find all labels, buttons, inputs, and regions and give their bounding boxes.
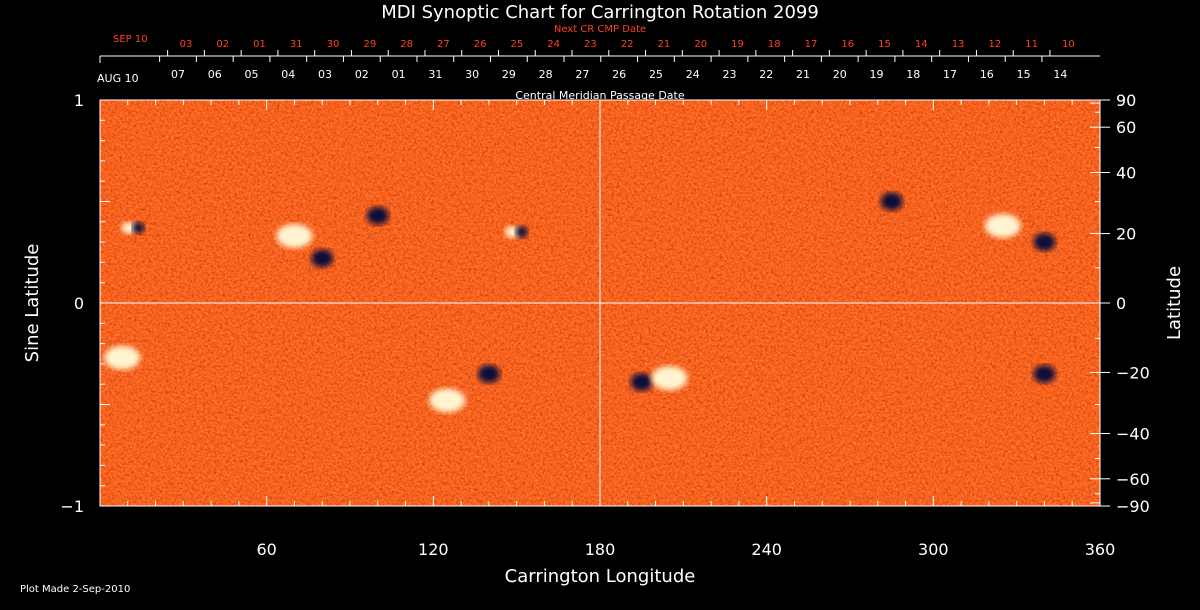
- next-cr-date-label: 11: [1025, 39, 1038, 50]
- cmp-axis-label: Central Meridian Passage Date: [515, 89, 684, 102]
- negative-region: [630, 373, 653, 392]
- next-cr-date-label: 23: [584, 39, 597, 50]
- x-axis-label: Carrington Longitude: [505, 566, 696, 587]
- right-tick-label: −20: [1116, 363, 1150, 382]
- negative-region: [366, 206, 389, 225]
- right-tick-label: 20: [1116, 225, 1136, 244]
- cmp-date-label: 18: [906, 68, 920, 81]
- cmp-date-label: 06: [208, 68, 222, 81]
- x-axis: 60 120 180 240 300 360: [127, 100, 1116, 559]
- next-cr-label: Next CR CMP Date: [554, 24, 646, 35]
- y-axis-right: 90 60 40 20 0 −20 −40 −60 −90: [1090, 91, 1150, 516]
- plot-made-footer: Plot Made 2-Sep-2010: [20, 584, 130, 595]
- next-cr-date-label: 20: [694, 39, 707, 50]
- x-tick-label: 60: [256, 540, 276, 559]
- right-tick-label: −60: [1116, 470, 1150, 489]
- cmp-date-label: 28: [539, 68, 553, 81]
- cmp-date-label: 05: [245, 68, 259, 81]
- next-cr-date-label: 26: [474, 39, 487, 50]
- y-tick-label: 1: [74, 91, 84, 110]
- cmp-date-label: 25: [649, 68, 663, 81]
- negative-region: [1033, 233, 1056, 252]
- cmp-date-label: 24: [686, 68, 700, 81]
- next-cr-date-label: 18: [768, 39, 781, 50]
- cmp-date-label: 31: [428, 68, 442, 81]
- cmp-date-label: 21: [796, 68, 810, 81]
- cmp-date-label: 19: [870, 68, 884, 81]
- right-tick-label: −90: [1116, 497, 1150, 516]
- negative-region: [132, 221, 145, 234]
- cmp-date-label: 15: [1017, 68, 1031, 81]
- cmp-date-label: 04: [281, 68, 295, 81]
- next-cr-date-label: 29: [363, 39, 376, 50]
- negative-region: [1033, 365, 1056, 384]
- right-tick-label: 60: [1116, 118, 1136, 137]
- y-axis-left: 1 0 −1: [60, 91, 110, 516]
- next-cr-date-label: 10: [1062, 39, 1075, 50]
- right-tick-label: 40: [1116, 164, 1136, 183]
- cmp-date-label: 17: [943, 68, 957, 81]
- positive-region: [984, 213, 1021, 238]
- x-tick-label: 300: [918, 540, 949, 559]
- next-cr-date-label: 28: [400, 39, 413, 50]
- cmp-date-label: 23: [722, 68, 736, 81]
- y-axis-left-label: Sine Latitude: [22, 244, 43, 363]
- next-cr-date-label: 21: [658, 39, 671, 50]
- cmp-date-label: 30: [465, 68, 479, 81]
- cmp-date-label: 20: [833, 68, 847, 81]
- y-tick-label: 0: [74, 294, 84, 313]
- positive-region: [651, 366, 688, 391]
- next-cr-date-label: 12: [988, 39, 1001, 50]
- cmp-date-label: 07: [171, 68, 185, 81]
- next-cr-date-label: 16: [841, 39, 854, 50]
- x-tick-label: 360: [1085, 540, 1116, 559]
- next-cr-date-label: 15: [878, 39, 891, 50]
- cmp-date-label: 02: [355, 68, 369, 81]
- y-axis-right-label: Latitude: [1164, 266, 1185, 340]
- positive-region: [104, 345, 141, 370]
- next-cr-date-axis: SEP 10 03 02 01 31 30 29 28 27 26 25 24 23 22 21 20 19 18…: [113, 34, 1075, 56]
- next-cr-date-label: 02: [216, 39, 229, 50]
- cmp-date-label: 16: [980, 68, 994, 81]
- right-tick-label: 0: [1116, 294, 1126, 313]
- cmp-date-label: 29: [502, 68, 516, 81]
- cmp-date-axis: AUG 10 07 06 05 04 03 02 01 31 30 29 28 27 26 25 24 23 22…: [97, 55, 1100, 85]
- next-cr-date-label: 24: [547, 39, 560, 50]
- cmp-date-label: 03: [318, 68, 332, 81]
- negative-region: [880, 192, 903, 211]
- negative-region: [311, 249, 334, 268]
- next-cr-date-label: 25: [511, 39, 524, 50]
- y-tick-label: −1: [60, 497, 84, 516]
- positive-region: [429, 388, 466, 413]
- x-tick-label: 120: [418, 540, 449, 559]
- next-cr-date-label: 27: [437, 39, 450, 50]
- cmp-date-label: 01: [392, 68, 406, 81]
- next-cr-date-label: 13: [952, 39, 965, 50]
- next-cr-date-label: 03: [180, 39, 193, 50]
- cmp-date-label: 27: [575, 68, 589, 81]
- next-cr-date-label: 30: [327, 39, 340, 50]
- negative-region: [477, 365, 500, 384]
- cmp-start-label: AUG 10: [97, 72, 139, 85]
- next-cr-date-label: 17: [805, 39, 818, 50]
- next-cr-start-label: SEP 10: [113, 34, 148, 45]
- cmp-date-label: 26: [612, 68, 626, 81]
- next-cr-date-label: 31: [290, 39, 303, 50]
- next-cr-date-label: 22: [621, 39, 634, 50]
- cmp-date-label: 22: [759, 68, 773, 81]
- chart-title: MDI Synoptic Chart for Carrington Rotati…: [381, 2, 819, 23]
- right-tick-label: 90: [1116, 91, 1136, 110]
- x-tick-label: 180: [585, 540, 616, 559]
- cmp-date-label: 14: [1053, 68, 1067, 81]
- negative-region: [515, 225, 528, 238]
- next-cr-date-label: 19: [731, 39, 744, 50]
- x-tick-label: 240: [751, 540, 782, 559]
- next-cr-date-label: 01: [253, 39, 266, 50]
- positive-region: [276, 224, 313, 249]
- next-cr-date-label: 14: [915, 39, 928, 50]
- right-tick-label: −40: [1116, 424, 1150, 443]
